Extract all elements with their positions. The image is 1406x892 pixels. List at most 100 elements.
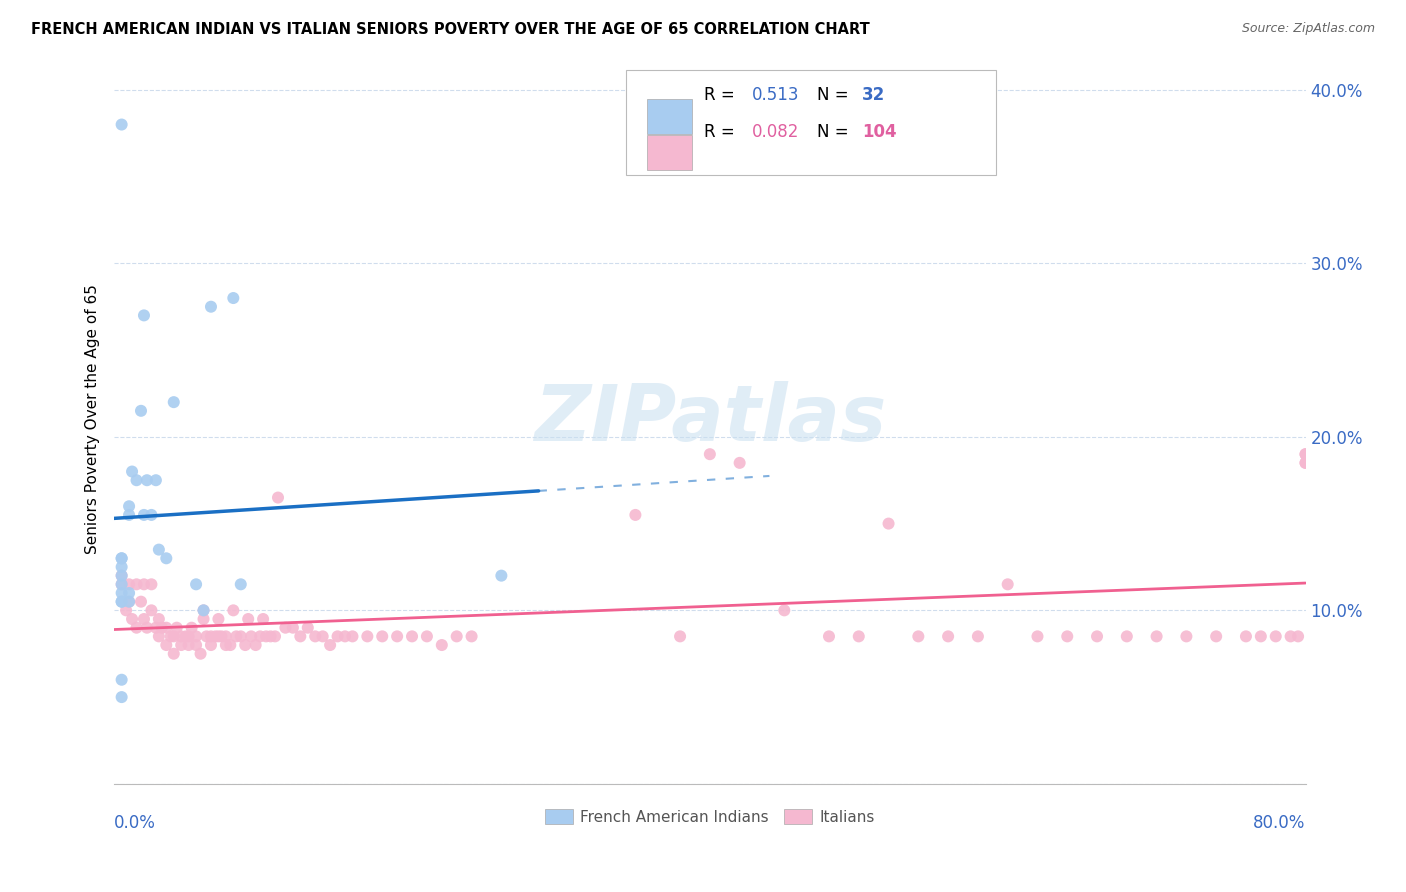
Point (111, 551, 134, 566)
Point (118, 595, 141, 609)
Point (460, 629, 482, 643)
Point (1026, 629, 1049, 643)
Point (163, 629, 186, 643)
Point (193, 603, 215, 617)
Point (141, 577, 163, 591)
Point (207, 612, 229, 626)
Point (290, 629, 312, 643)
Point (174, 629, 197, 643)
FancyBboxPatch shape (647, 136, 692, 170)
Point (200, 638, 222, 652)
Text: FRENCH AMERICAN INDIAN VS ITALIAN SENIORS POVERTY OVER THE AGE OF 65 CORRELATION: FRENCH AMERICAN INDIAN VS ITALIAN SENIOR… (31, 22, 870, 37)
Point (111, 551, 134, 566)
Point (111, 673, 134, 687)
Point (773, 603, 796, 617)
Point (166, 621, 188, 635)
Point (491, 568, 513, 582)
Point (163, 395, 186, 409)
Point (219, 638, 242, 652)
Point (200, 300, 222, 314)
Point (190, 647, 212, 661)
Point (371, 629, 394, 643)
Point (170, 629, 193, 643)
Point (1295, 447, 1317, 461)
Point (118, 586, 141, 600)
Point (184, 629, 207, 643)
Point (1085, 629, 1108, 643)
Point (304, 629, 326, 643)
Point (148, 629, 170, 643)
Text: 32: 32 (862, 87, 886, 104)
Point (111, 690, 134, 704)
Point (267, 491, 290, 505)
Point (1295, 456, 1317, 470)
Point (1286, 629, 1309, 643)
Point (1279, 629, 1302, 643)
Point (118, 500, 141, 514)
Point (141, 603, 163, 617)
Point (229, 577, 252, 591)
Point (624, 508, 647, 522)
Text: N =: N = (817, 87, 853, 104)
Point (333, 629, 356, 643)
Point (215, 629, 238, 643)
Text: R =: R = (704, 87, 740, 104)
Point (180, 621, 202, 635)
Point (136, 621, 159, 635)
Point (240, 629, 263, 643)
Point (222, 291, 245, 305)
Text: 104: 104 (862, 123, 897, 141)
Point (145, 473, 167, 487)
Point (1250, 629, 1272, 643)
Point (209, 629, 232, 643)
Point (136, 473, 159, 487)
Point (155, 551, 177, 566)
Point (207, 629, 229, 643)
Point (342, 629, 364, 643)
Point (848, 629, 870, 643)
Point (129, 404, 152, 418)
Point (877, 516, 900, 531)
Point (141, 508, 163, 522)
Point (125, 621, 148, 635)
Point (111, 577, 134, 591)
Point (184, 638, 207, 652)
Text: R =: R = (704, 123, 740, 141)
Text: 0.0%: 0.0% (114, 814, 156, 832)
Point (150, 621, 173, 635)
Point (1264, 629, 1286, 643)
Point (1295, 456, 1317, 470)
Point (132, 309, 155, 323)
Point (195, 629, 218, 643)
Point (148, 542, 170, 557)
Point (728, 456, 751, 470)
Point (125, 473, 148, 487)
FancyBboxPatch shape (627, 70, 995, 176)
Legend: French American Indians, Italians: French American Indians, Italians (538, 803, 880, 830)
Point (997, 577, 1019, 591)
Point (669, 629, 692, 643)
Point (193, 612, 215, 626)
Point (184, 577, 207, 591)
Text: 0.513: 0.513 (752, 87, 799, 104)
Point (252, 612, 274, 626)
Point (233, 638, 256, 652)
Y-axis label: Seniors Poverty Over the Age of 65: Seniors Poverty Over the Age of 65 (86, 285, 100, 555)
Point (430, 638, 453, 652)
Point (215, 638, 238, 652)
Point (936, 629, 959, 643)
Point (132, 612, 155, 626)
Point (319, 638, 342, 652)
Point (159, 629, 181, 643)
Point (416, 629, 439, 643)
Point (111, 577, 134, 591)
Point (204, 629, 226, 643)
Point (1056, 629, 1078, 643)
Point (356, 629, 378, 643)
Text: 80.0%: 80.0% (1253, 814, 1306, 832)
Text: 0.082: 0.082 (752, 123, 799, 141)
Point (222, 603, 245, 617)
Point (193, 603, 215, 617)
Point (254, 629, 277, 643)
Point (118, 595, 141, 609)
